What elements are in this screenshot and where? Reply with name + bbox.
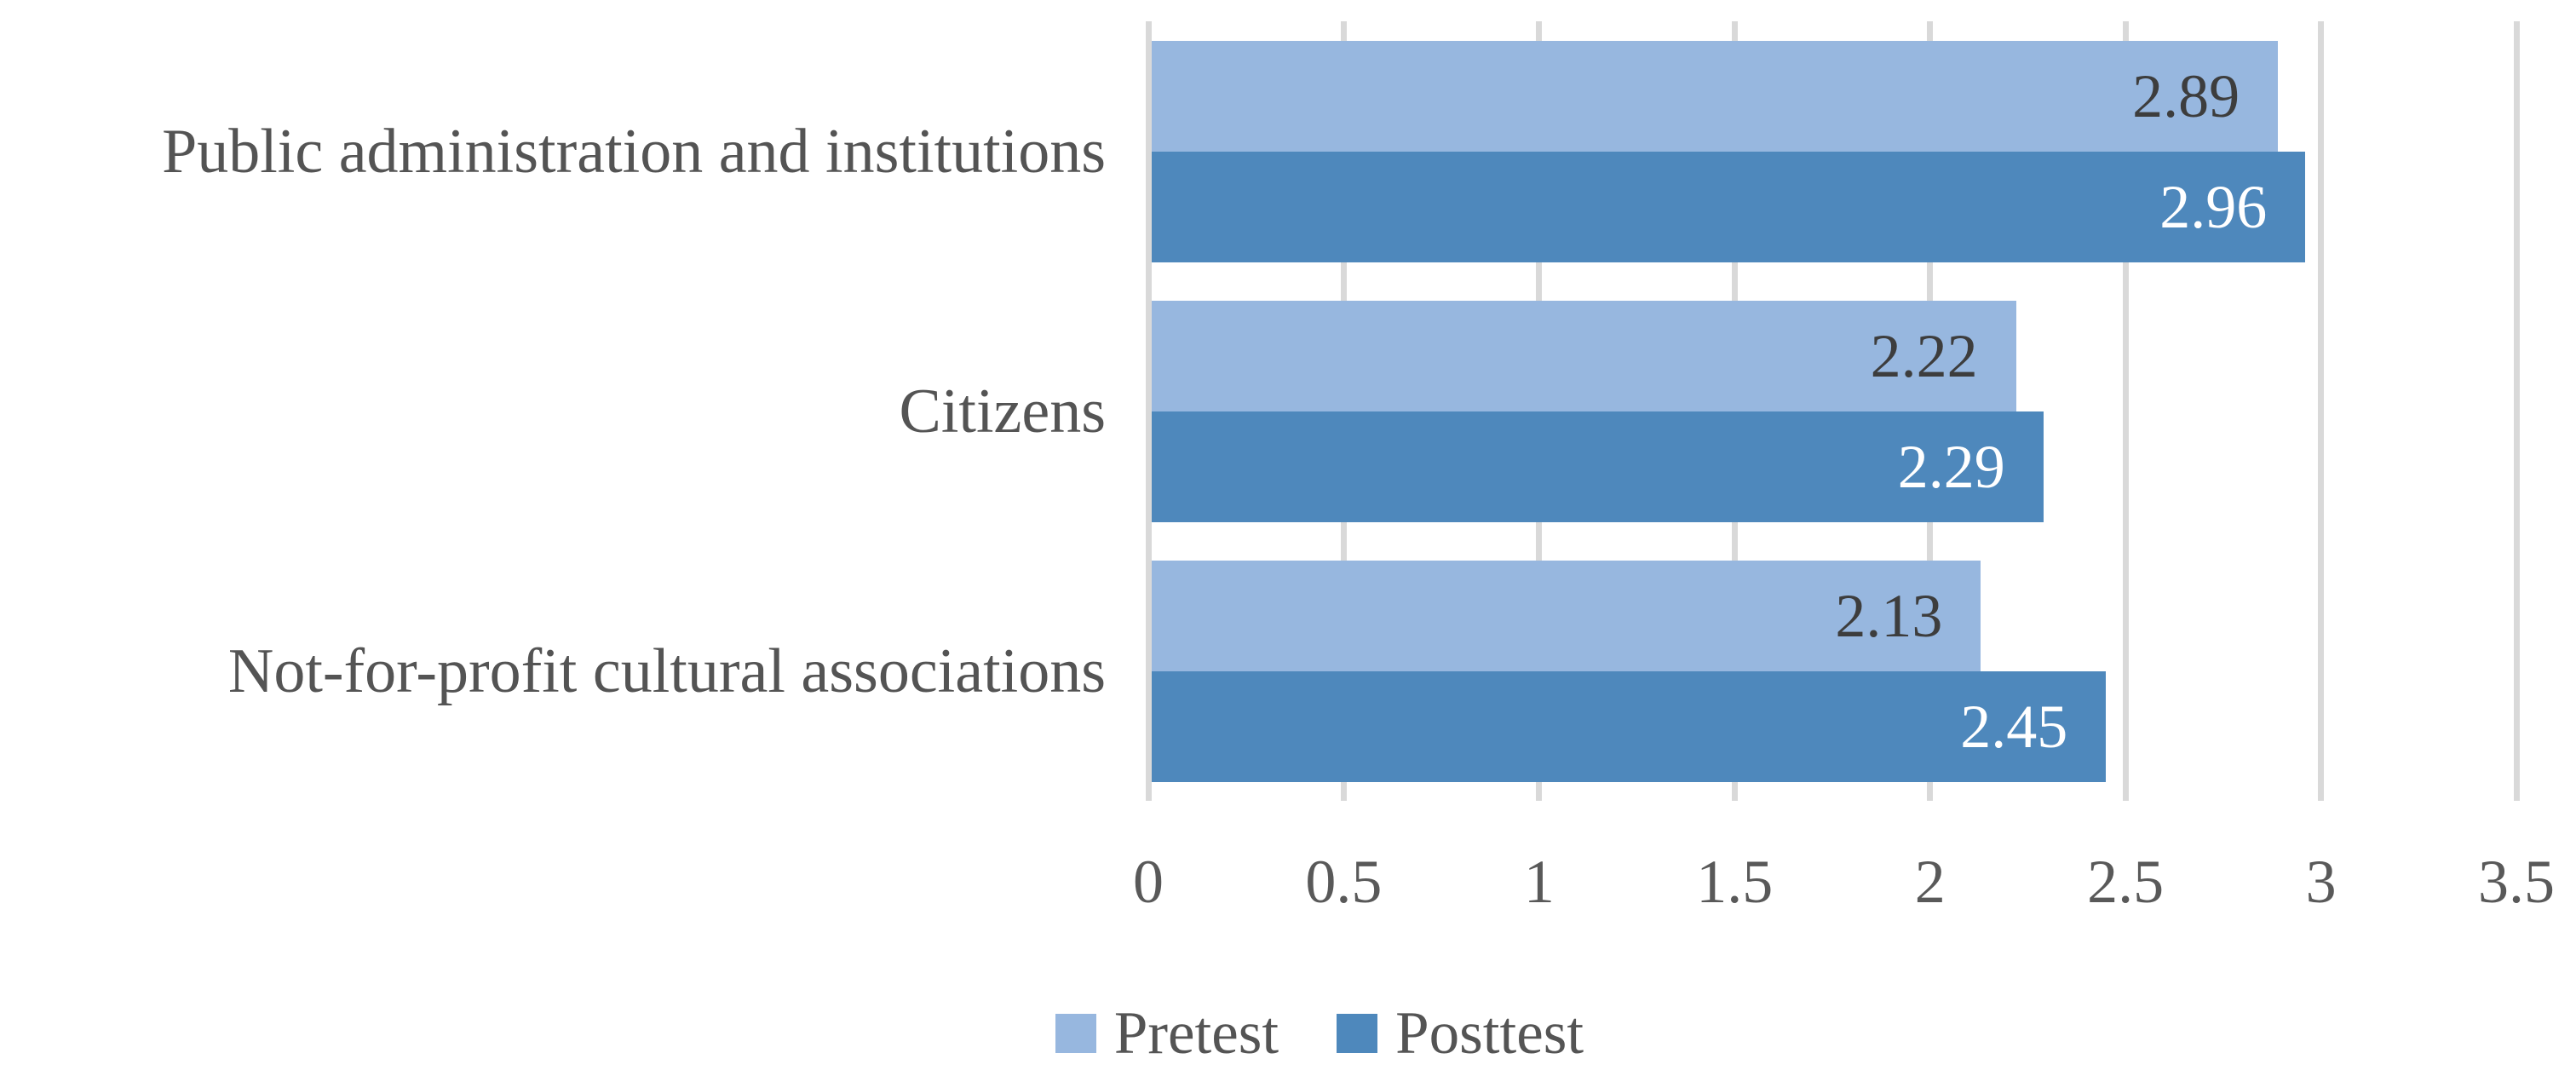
x-tick-1.5: 1.5 (1696, 848, 1774, 916)
x-tick-3: 3 (2305, 848, 2337, 916)
legend: Pretest Posttest (32, 995, 2576, 1072)
x-axis: 0 0.5 1 1.5 2 2.5 3 3.5 (1133, 843, 2555, 920)
gridline-2.5 (2122, 21, 2129, 801)
bar-pretest-2: 2.22 (1152, 301, 2016, 411)
legend-swatch-pretest (1055, 1014, 1096, 1053)
category-label-3: Not-for-profit cultural associations (227, 636, 1106, 706)
data-label: 2.13 (1835, 581, 1943, 650)
bar-posttest-1: 2.96 (1152, 152, 2306, 262)
gridline-0 (1145, 21, 1152, 801)
plot-area: 2.89 2.96 2.22 2.29 2.13 2.45 (1145, 21, 2520, 801)
legend-item-posttest: Posttest (1337, 999, 1584, 1067)
gridline-3 (2318, 21, 2325, 801)
bar-posttest-2: 2.29 (1152, 411, 2044, 522)
data-label: 2.22 (1870, 321, 1978, 390)
bar-pretest-3: 2.13 (1152, 561, 1981, 671)
x-tick-1: 1 (1523, 848, 1555, 916)
bar-posttest-3: 2.45 (1152, 671, 2107, 782)
category-label-2: Citizens (899, 376, 1106, 446)
gridline-3.5 (2513, 21, 2520, 801)
legend-label-posttest: Posttest (1395, 999, 1584, 1067)
x-tick-3.5: 3.5 (2478, 848, 2555, 916)
x-tick-0.5: 0.5 (1305, 848, 1383, 916)
x-tick-2.5: 2.5 (2087, 848, 2165, 916)
data-label: 2.45 (1960, 692, 2068, 761)
x-tick-2: 2 (1914, 848, 1946, 916)
category-label-1: Public administration and institutions (162, 116, 1106, 187)
data-label: 2.96 (2159, 172, 2268, 241)
legend-item-pretest: Pretest (1055, 999, 1279, 1067)
data-label: 2.89 (2132, 61, 2240, 130)
legend-swatch-posttest (1337, 1014, 1378, 1053)
data-label: 2.29 (1897, 432, 2005, 501)
legend-label-pretest: Pretest (1113, 999, 1279, 1067)
bar-pretest-1: 2.89 (1152, 41, 2279, 152)
x-tick-0: 0 (1133, 848, 1164, 916)
category-axis: Public administration and institutions Ci… (0, 21, 1106, 801)
